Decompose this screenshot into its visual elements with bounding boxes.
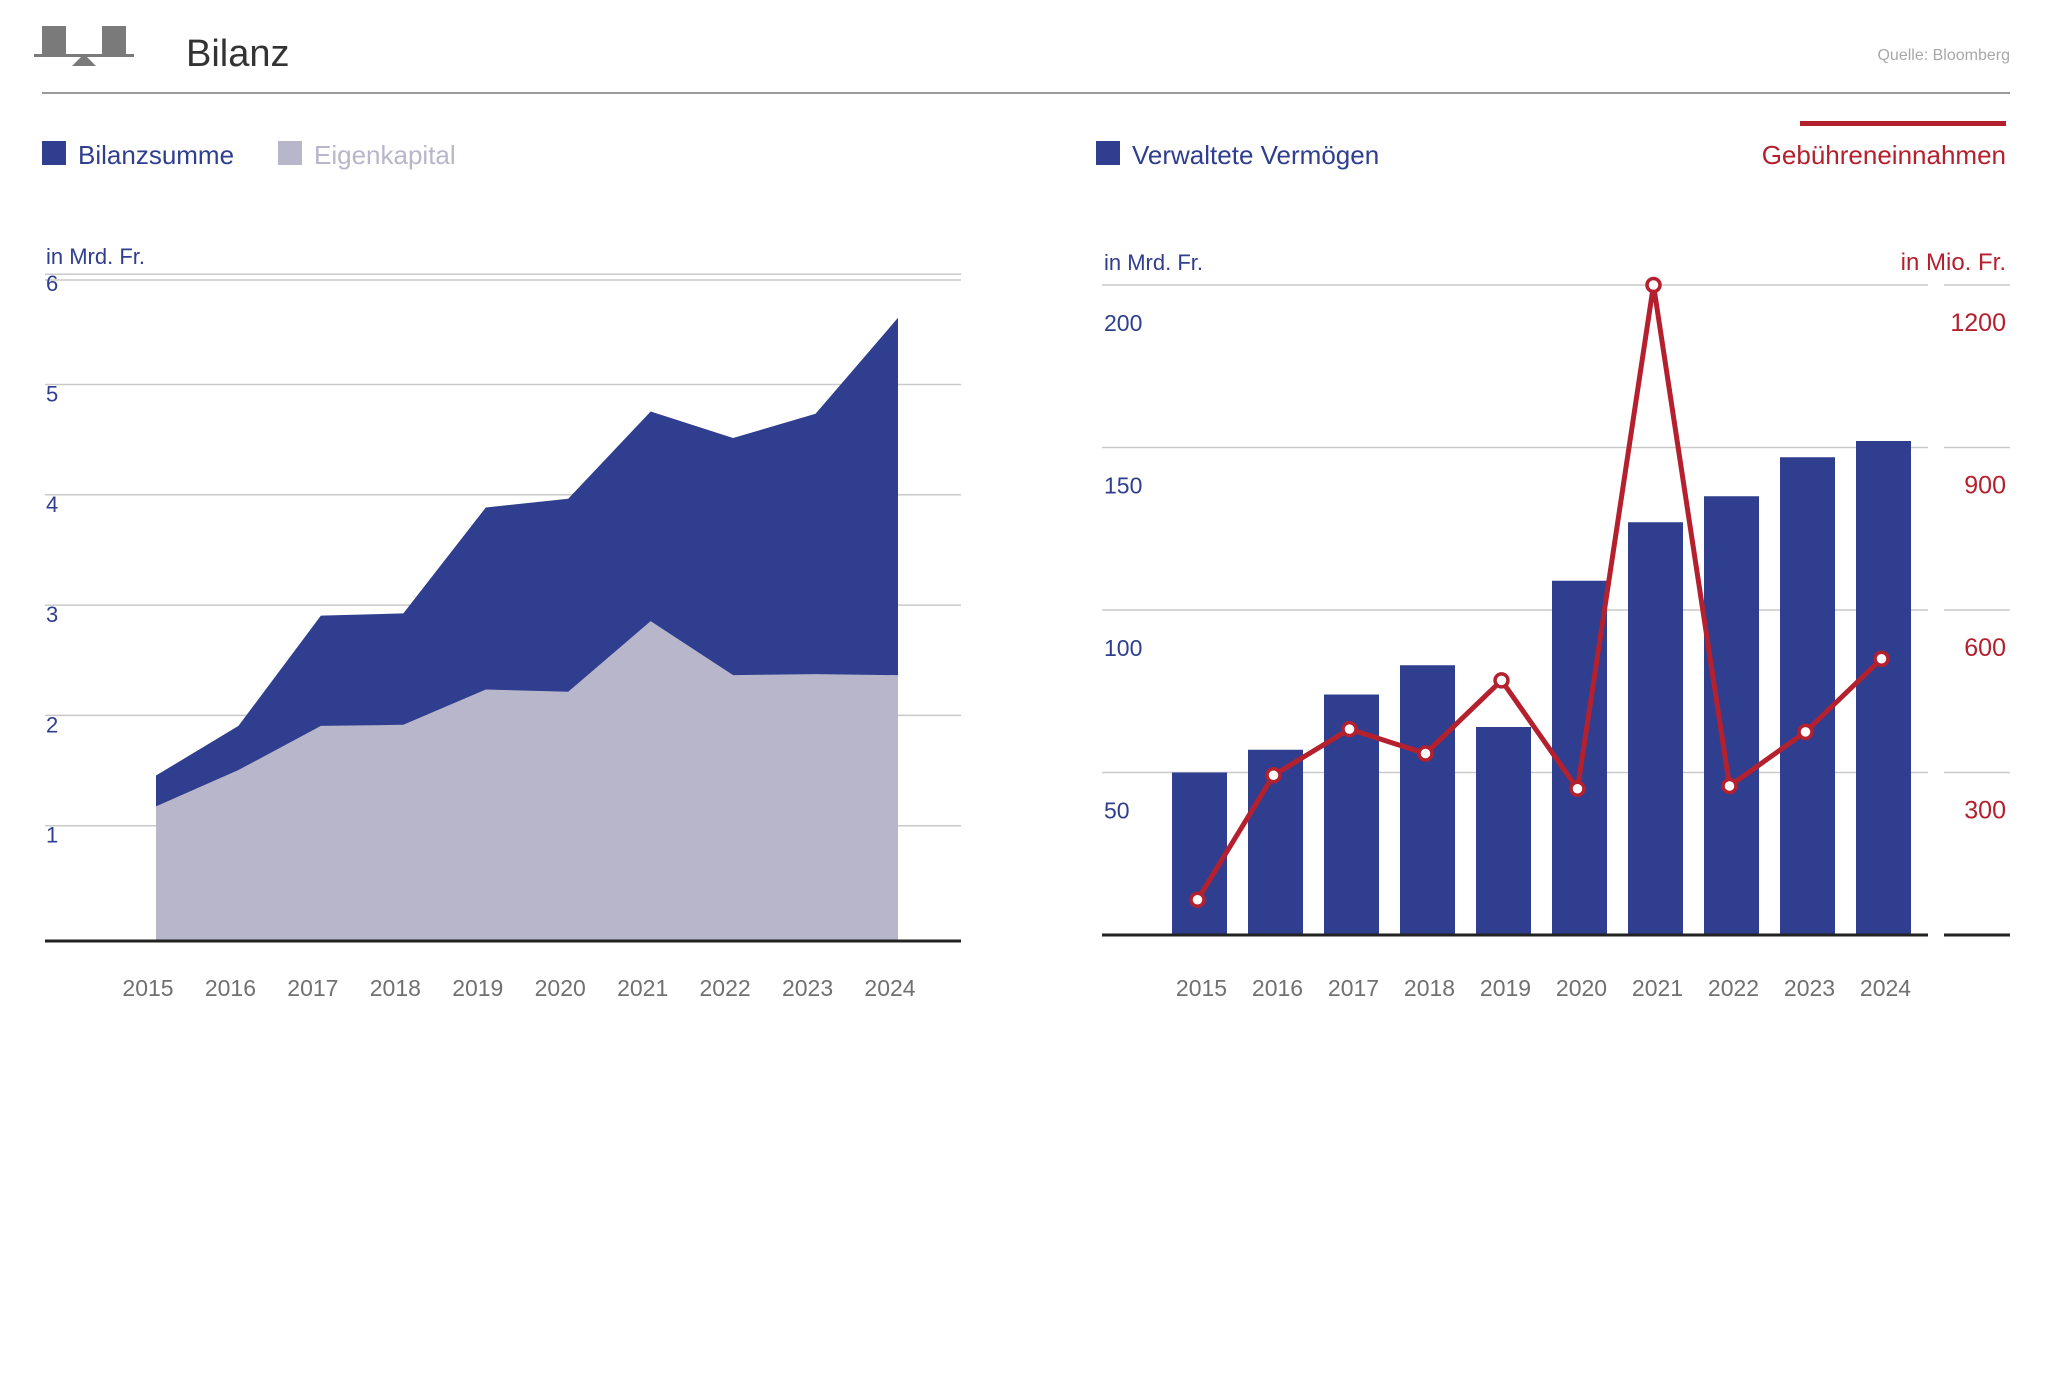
y-tick-label-left-scale: 150 [1104,473,1142,499]
point-gebuehreneinnahmen-2016 [1265,766,1282,784]
x-tick-label-right: 2018 [1404,975,1455,1001]
y-tick-label-left: 3 [46,602,58,627]
bar-verwaltete-vermoegen-2018 [1400,665,1455,935]
x-tick-label-right: 2019 [1480,975,1531,1001]
area-eigenkapital [156,621,898,941]
bar-verwaltete-vermoegen-2021 [1628,522,1683,935]
legend-label-bilanzsumme: Bilanzsumme [78,140,234,170]
point-gebuehreneinnahmen-2023 [1797,723,1814,741]
legend-right: Verwaltete Vermögen Gebühreneinnahmen [1096,121,2006,170]
logo-fulcrum [72,54,96,66]
legend-swatch-verwaltete-vermoegen [1096,141,1120,165]
x-tick-label-right: 2020 [1556,975,1607,1001]
legend-label-gebuehreneinnahmen: Gebühreneinnahmen [1762,140,2006,170]
y-tick-label-left: 4 [46,492,58,517]
point-gebuehreneinnahmen-2019 [1493,672,1510,689]
legend-line-gebuehreneinnahmen [1800,121,2006,126]
bar-verwaltete-vermoegen-2015 [1172,772,1227,935]
y-tick-label-left: 5 [46,382,58,407]
x-tick-label-right: 2016 [1252,975,1303,1001]
y-tick-label-right-scale: 300 [1964,797,2006,825]
source-note: Quelle: Bloomberg [1877,47,2010,64]
y-tick-label-left: 2 [46,712,58,737]
bar-line-chart-vermoegen: in Mrd. Fr. in Mio. Fr. 50 100 150 200 300 6… [1102,249,2010,1001]
line-gebuehreneinnahmen [1195,282,1884,902]
legend-swatch-eigenkapital [278,141,302,165]
point-gebuehreneinnahmen-2015 [1189,891,1206,909]
x-tick-label-left: 2020 [535,975,586,1001]
y-tick-label-left-scale: 200 [1104,310,1142,336]
x-tick-label-left: 2018 [370,975,421,1001]
y-tick-label-right-scale: 900 [1964,472,2006,500]
x-tick-label-left: 2023 [782,975,833,1001]
bar-verwaltete-vermoegen-2019 [1476,727,1531,935]
logo-left-pan [42,26,66,56]
logo-right-pan [102,26,126,56]
legend-label-eigenkapital: Eigenkapital [314,140,456,170]
x-tick-label-left: 2015 [122,975,173,1001]
x-tick-label-right: 2023 [1784,975,1835,1001]
x-tick-label-right: 2015 [1176,975,1227,1001]
y-tick-label-right-scale: 1200 [1950,309,2006,337]
area-chart-bilanz: in Mrd. Fr. 1 2 3 4 5 6 2015 2016 2017 2018 2019 2… [45,244,961,1001]
point-gebuehreneinnahmen-2021 [1645,276,1662,294]
y-tick-label-left: 1 [46,823,58,848]
point-gebuehreneinnahmen-2024 [1873,650,1890,667]
y-axis-label-left-chart: in Mrd. Fr. [46,244,145,269]
y-axis-label-right-scale: in Mio. Fr. [1901,249,2006,276]
y-tick-label-right-scale: 600 [1964,634,2006,662]
x-tick-label-right: 2017 [1328,975,1379,1001]
y-tick-label-left-scale: 100 [1104,635,1142,661]
point-gebuehreneinnahmen-2022 [1721,777,1738,795]
x-tick-label-left: 2019 [452,975,503,1001]
balance-scale-icon [34,26,134,66]
legend-swatch-bilanzsumme [42,141,66,165]
x-tick-label-right: 2024 [1860,975,1911,1001]
legend-label-verwaltete-vermoegen: Verwaltete Vermögen [1132,140,1379,170]
bar-verwaltete-vermoegen-2023 [1780,457,1835,935]
x-tick-label-left: 2021 [617,975,668,1001]
x-tick-label-right: 2022 [1708,975,1759,1001]
bar-verwaltete-vermoegen-2024 [1856,441,1911,935]
x-tick-label-left: 2016 [205,975,256,1001]
x-tick-label-left: 2024 [864,975,915,1001]
x-tick-label-left: 2022 [700,975,751,1001]
page-title: Bilanz [186,33,290,75]
y-tick-label-left-scale: 50 [1104,798,1130,824]
x-tick-label-left: 2017 [287,975,338,1001]
y-tick-label-left: 6 [46,271,58,296]
legend-left: Bilanzsumme Eigenkapital [42,140,456,170]
point-gebuehreneinnahmen-2018 [1417,745,1434,762]
y-axis-label-left-scale: in Mrd. Fr. [1104,250,1203,275]
x-tick-label-right: 2021 [1632,975,1683,1001]
bar-verwaltete-vermoegen-2022 [1704,496,1759,935]
point-gebuehreneinnahmen-2020 [1569,780,1586,797]
point-gebuehreneinnahmen-2017 [1341,720,1358,738]
